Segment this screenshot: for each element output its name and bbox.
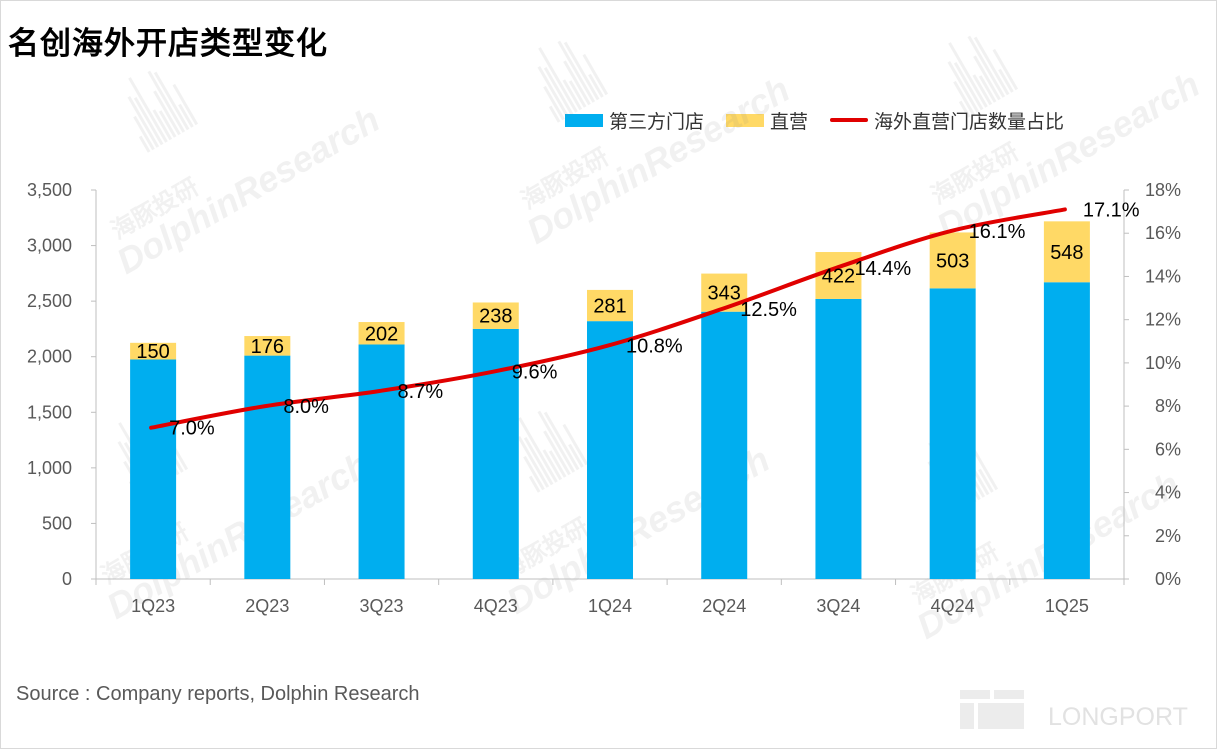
legend-label-direct: 直营 (770, 110, 809, 133)
chart-title: 名创海外开店类型变化 (8, 26, 328, 62)
longport-logo: LONGPORT (958, 688, 1203, 732)
legend-item-ratio: 海外直营门店数量占比 (830, 107, 1064, 134)
legend-swatch-ratio (830, 118, 869, 122)
legend-item-third-party: 第三方门店 (565, 107, 704, 134)
logo-text: LONGPORT (1048, 703, 1188, 731)
legend-item-direct: 直营 (726, 107, 808, 134)
legend-label-third-party: 第三方门店 (609, 110, 705, 133)
legend-label-ratio: 海外直营门店数量占比 (874, 110, 1065, 133)
source-note: Source : Company reports, Dolphin Resear… (16, 683, 420, 705)
legend-swatch-direct (726, 113, 765, 127)
legend: 第三方门店 直营 海外直营门店数量占比 (565, 106, 1086, 134)
legend-swatch-third-party (565, 113, 603, 127)
